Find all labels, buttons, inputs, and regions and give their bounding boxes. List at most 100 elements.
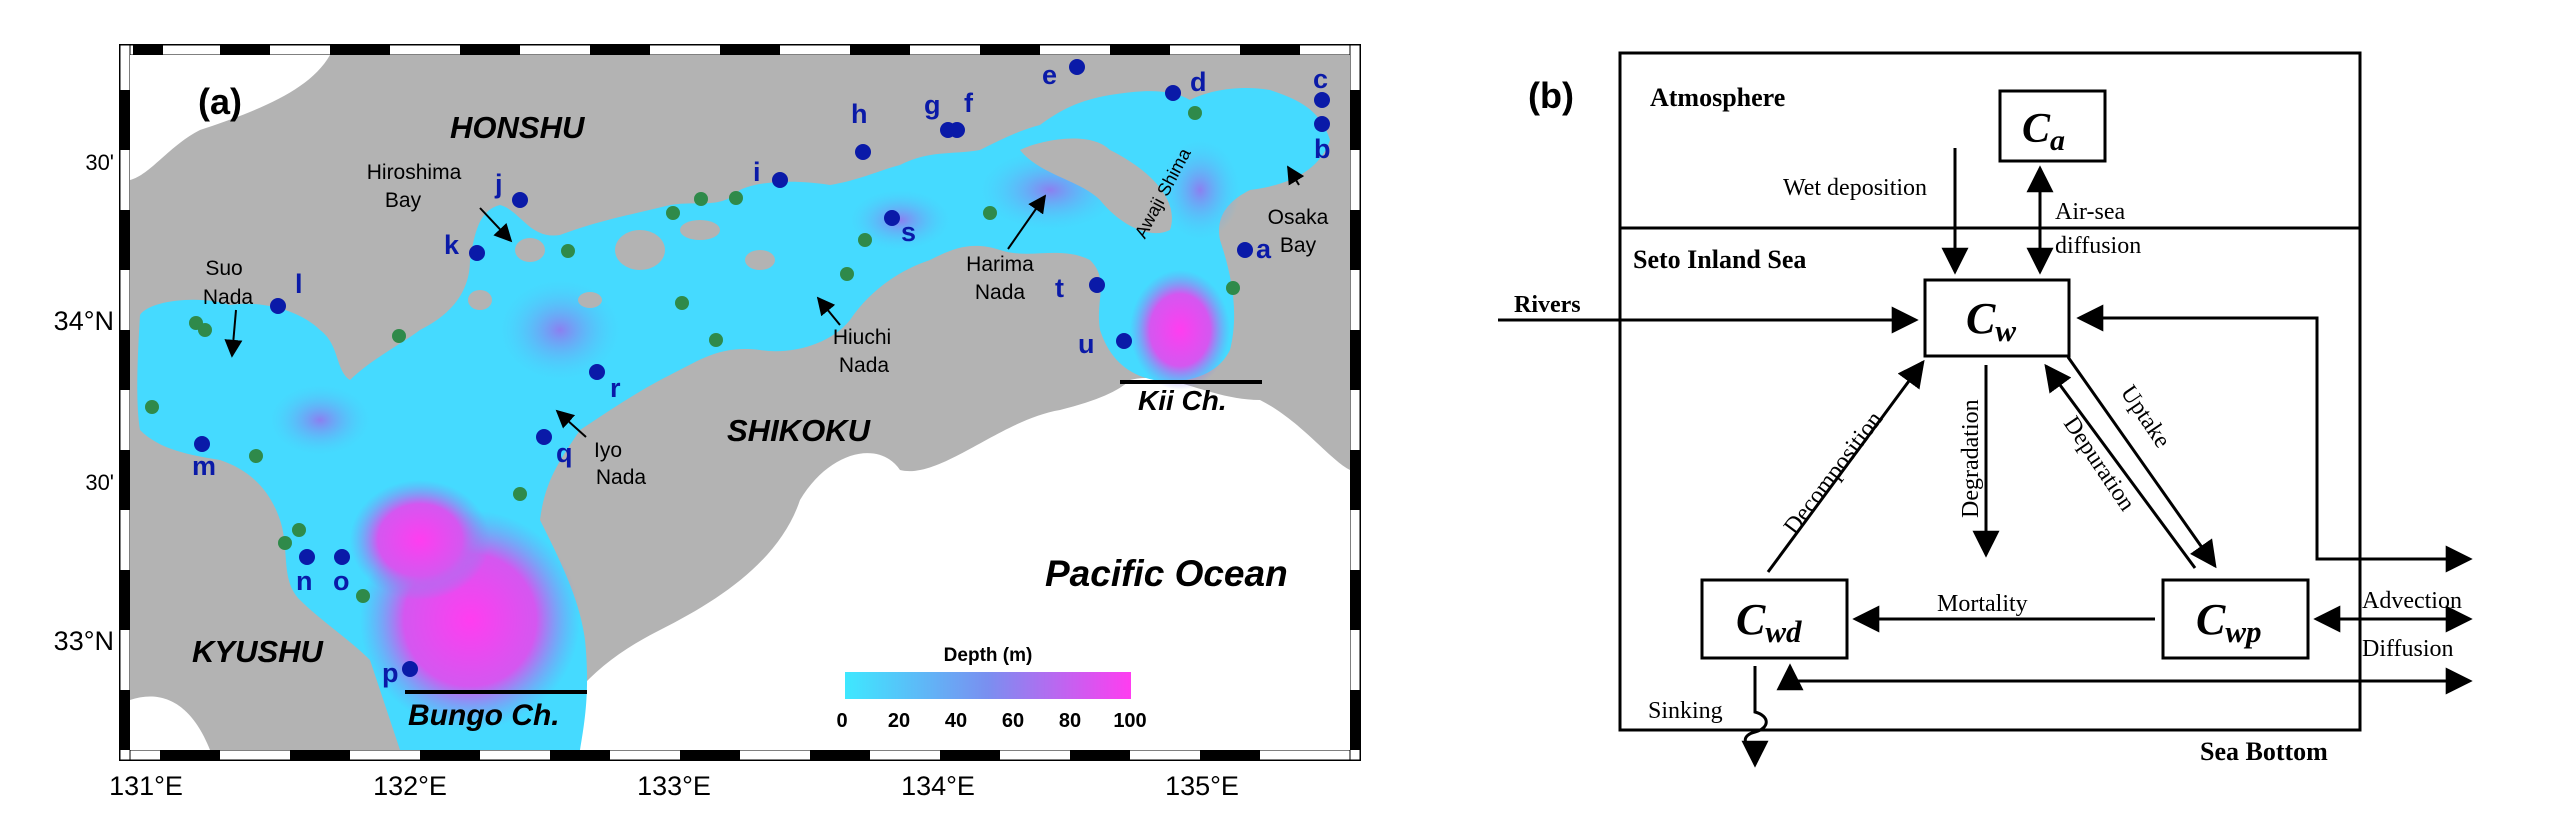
map-panel: a b c d e f g h i j k l m n o p q r s t … (54, 44, 1361, 801)
secondary-markers (145, 106, 1240, 603)
osaka-bay-label-2: Bay (1280, 234, 1317, 257)
station-b (1314, 116, 1330, 132)
uptake-label: Uptake (2115, 381, 2175, 453)
panel-a-label: (a) (198, 81, 242, 122)
svg-text:100: 100 (1113, 710, 1146, 732)
cwd-box (1700, 578, 1849, 660)
bungo-channel-label: Bungo Ch. (408, 699, 560, 732)
station-o (334, 549, 350, 565)
osaka-bay-label-1: Osaka (1268, 206, 1329, 229)
kii-channel-label: Kii Ch. (1138, 385, 1227, 416)
box-model-panel: (b) Atmosphere Seto Inland Sea Sea Botto… (1498, 51, 2473, 768)
svg-text:33°N: 33°N (54, 626, 114, 656)
sea-bottom-label: Sea Bottom (2200, 737, 2328, 766)
region-shikoku: SHIKOKU (727, 413, 872, 448)
svg-text:0: 0 (836, 710, 847, 732)
ca-box (1998, 89, 2107, 163)
cwd-diffusion-arrow (1776, 663, 2473, 695)
station-n (299, 549, 315, 565)
region-kyushu: KYUSHU (192, 634, 325, 669)
label-pointer-arrows (224, 165, 1305, 438)
lat-tick-labels: 30' 34°N 30' 33°N (54, 150, 114, 656)
station-s (884, 210, 900, 226)
station-label-b: b (1314, 134, 1331, 164)
decomposition-arrow (1766, 359, 1925, 573)
station-label-h: h (851, 99, 868, 129)
svg-text:80: 80 (1059, 710, 1081, 732)
iyo-nada-label-2: Nada (596, 466, 647, 489)
svg-text:34°N: 34°N (54, 306, 114, 336)
cwd-symbol: Cwd (1736, 595, 1802, 649)
station-label-u: u (1078, 329, 1095, 359)
svg-text:40: 40 (945, 710, 967, 732)
cw-box (1923, 278, 2071, 358)
hiroshima-bay-label-1: Hiroshima (367, 161, 462, 184)
station-label-l: l (295, 269, 303, 299)
svg-text:132°E: 132°E (373, 771, 447, 801)
station-t (1089, 277, 1105, 293)
air-sea-label-1: Air-sea (2055, 199, 2125, 225)
sea-southwest (130, 696, 210, 750)
cwp-box (2161, 578, 2310, 660)
process-arrows (1498, 148, 2473, 768)
svg-text:131°E: 131°E (109, 771, 183, 801)
station-l (270, 298, 286, 314)
svg-text:133°E: 133°E (637, 771, 711, 801)
region-pacific-ocean: Pacific Ocean (1045, 553, 1288, 594)
suo-nada-label-1: Suo (205, 257, 242, 280)
harima-nada-label-1: Harima (966, 253, 1034, 276)
station-k (469, 245, 485, 261)
region-honshu: HONSHU (450, 110, 586, 145)
sea-northwest (130, 55, 330, 180)
station-g (940, 122, 956, 138)
station-h (855, 144, 871, 160)
seto-inland-sea-label: Seto Inland Sea (1633, 245, 1806, 274)
degradation-label: Degradation (1958, 399, 1984, 518)
suo-nada-label-2: Nada (203, 286, 254, 309)
station-e (1069, 59, 1085, 75)
station-j (512, 192, 528, 208)
station-i (772, 172, 788, 188)
cwp-symbol: Cwp (2196, 595, 2262, 649)
station-label-j: j (494, 169, 503, 199)
station-markers (194, 59, 1330, 677)
islands (468, 138, 1172, 310)
station-label-a: a (1256, 234, 1272, 264)
wet-deposition-label: Wet deposition (1783, 175, 1927, 201)
colorbar-title: Depth (m) (944, 645, 1033, 666)
svg-text:30': 30' (85, 150, 114, 175)
cw-symbol: Cw (1966, 294, 2016, 348)
svg-text:135°E: 135°E (1165, 771, 1239, 801)
hiuchi-nada-label-2: Nada (839, 354, 890, 377)
station-r (589, 364, 605, 380)
station-label-c: c (1313, 64, 1328, 94)
station-label-r: r (610, 373, 621, 403)
map-frame-ticks (119, 44, 1361, 761)
svg-text:30': 30' (85, 470, 114, 495)
station-label-f: f (964, 88, 974, 118)
depuration-label: Depuration (2058, 412, 2140, 516)
atmosphere-label: Atmosphere (1650, 83, 1785, 112)
svg-text:60: 60 (1002, 710, 1024, 732)
station-label-g: g (924, 90, 941, 120)
station-labels: a b c d e f g h i j k l m n o p q r s t … (192, 60, 1331, 688)
station-label-t: t (1055, 273, 1064, 303)
station-d (1165, 85, 1181, 101)
svg-text:20: 20 (888, 710, 910, 732)
station-label-k: k (444, 230, 460, 260)
station-label-q: q (556, 438, 573, 468)
station-label-m: m (192, 451, 216, 481)
hiroshima-bay-label-2: Bay (385, 189, 422, 212)
advection-label: Advection (2362, 588, 2462, 614)
station-label-d: d (1190, 67, 1207, 97)
station-p (402, 661, 418, 677)
mortality-label: Mortality (1937, 591, 2028, 617)
colorbar-ticks: 0 20 40 60 80 100 (836, 710, 1146, 732)
iyo-nada-label-1: Iyo (594, 439, 622, 462)
sinking-label: Sinking (1648, 698, 1723, 724)
station-label-s: s (901, 217, 916, 247)
panel-b-label: (b) (1528, 75, 1574, 116)
decomposition-label: Decomposition (1779, 407, 1888, 540)
station-a (1237, 242, 1253, 258)
